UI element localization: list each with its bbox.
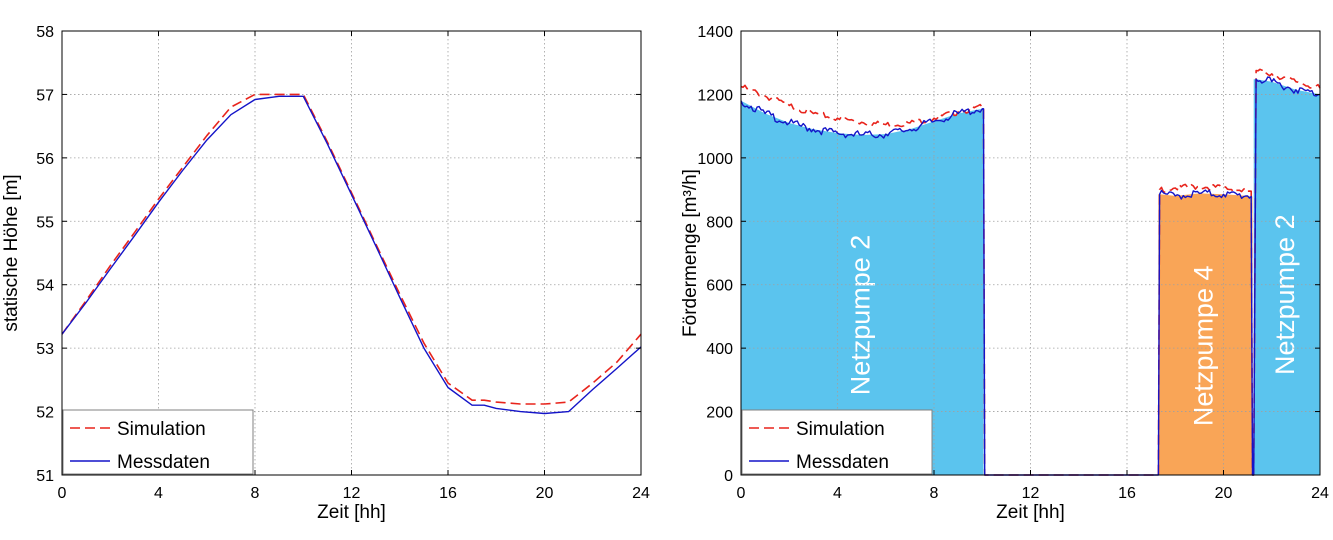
region-fill: [1158, 193, 1253, 475]
series-line-messdaten: [61, 95, 642, 415]
x-tick-label: 4: [833, 485, 842, 502]
y-tick-label: 52: [36, 405, 54, 422]
region-label: Netzpumpe 2: [1270, 214, 1300, 375]
y-tick-label: 1200: [697, 87, 733, 104]
y-tick-label: 800: [706, 214, 733, 231]
chart-static-head: 0 4 8 12 16 20 24 51 52 53 54 55 56 57 58 Zeit [hh] st…: [1, 24, 650, 523]
y-tick-label: 57: [36, 87, 54, 104]
series-line-simulation: [740, 68, 1321, 476]
chart-flow-rate: Netzpumpe 2 Netzpumpe 4 Netzpumpe 2 0 4 8 12 1…: [680, 24, 1329, 523]
axis-ticks: 0 4 8 12 16 20 24 0 200 400 600 800 1000 1200 1400: [697, 24, 1329, 502]
series-line-messdaten: [740, 76, 1321, 476]
y-tick-label: 0: [724, 468, 733, 485]
series-line-simulation: [61, 93, 642, 405]
y-tick-label: 56: [36, 151, 54, 168]
grid: [62, 31, 641, 475]
region-label: Netzpumpe 4: [1189, 266, 1219, 427]
x-tick-label: 4: [154, 485, 163, 502]
x-tick-label: 20: [1215, 485, 1233, 502]
region-label: Netzpumpe 2: [845, 235, 875, 396]
legend-simulation-label: Simulation: [796, 419, 885, 440]
x-tick-label: 12: [343, 485, 361, 502]
x-tick-label: 20: [536, 485, 554, 502]
legend-box: [62, 409, 254, 475]
x-axis-label: Zeit [hh]: [317, 502, 386, 523]
y-tick-label: 54: [36, 278, 54, 295]
series-lines: [61, 93, 642, 415]
y-tick-label: 600: [706, 278, 733, 295]
y-axis-label: Fördermenge [m³/h]: [680, 169, 701, 337]
x-tick-label: 12: [1022, 485, 1040, 502]
x-tick-label: 0: [737, 485, 746, 502]
legend-simulation-label: Simulation: [117, 419, 206, 440]
y-axis-label: statische Höhe [m]: [1, 174, 22, 331]
legend: Simulation Messdaten: [62, 409, 254, 475]
x-tick-label: 8: [930, 485, 939, 502]
y-tick-label: 1000: [697, 151, 733, 168]
y-tick-label: 400: [706, 341, 733, 358]
region-fill: [741, 100, 984, 476]
y-tick-label: 58: [36, 24, 54, 41]
legend-messdaten-label: Messdaten: [796, 452, 889, 473]
x-axis-label: Zeit [hh]: [996, 502, 1065, 523]
y-tick-label: 200: [706, 405, 733, 422]
x-tick-label: 16: [1118, 485, 1136, 502]
y-tick-label: 53: [36, 341, 54, 358]
y-tick-label: 55: [36, 214, 54, 231]
regions: Netzpumpe 2 Netzpumpe 4 Netzpumpe 2: [741, 79, 1320, 476]
x-tick-label: 16: [439, 485, 457, 502]
x-tick-label: 24: [632, 485, 650, 502]
region-fill: [1253, 79, 1320, 475]
x-tick-label: 0: [58, 485, 67, 502]
y-tick-label: 1400: [697, 24, 733, 41]
x-tick-label: 24: [1311, 485, 1329, 502]
x-tick-label: 8: [251, 485, 260, 502]
legend-box: [741, 409, 933, 475]
legend: Simulation Messdaten: [741, 409, 933, 475]
y-tick-label: 51: [36, 468, 54, 485]
legend-messdaten-label: Messdaten: [117, 452, 210, 473]
series-lines: [740, 68, 1321, 476]
axis-ticks: 0 4 8 12 16 20 24 51 52 53 54 55 56 57 58: [36, 24, 650, 502]
